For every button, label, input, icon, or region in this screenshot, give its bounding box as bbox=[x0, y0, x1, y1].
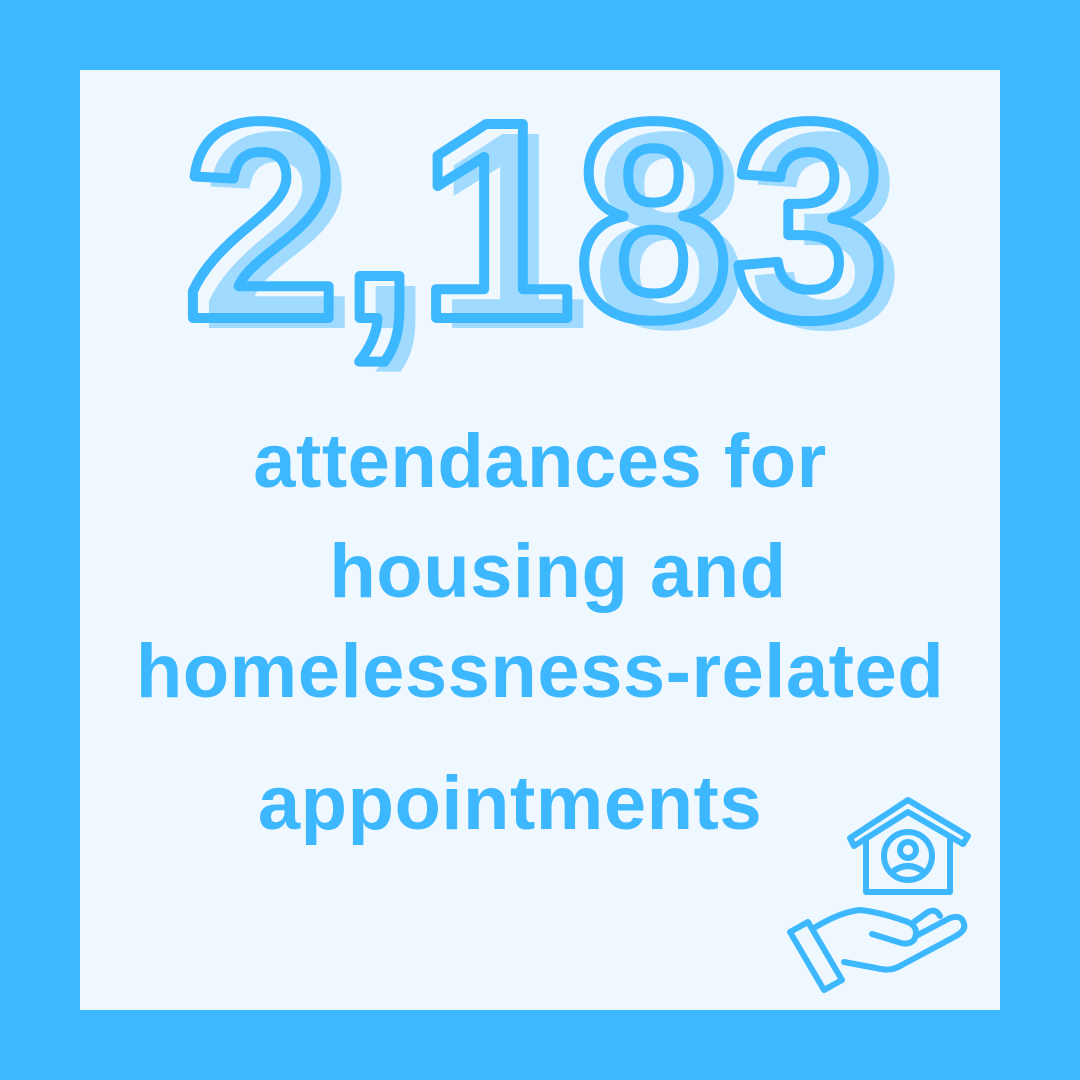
description-line-1: attendances for bbox=[253, 419, 827, 504]
headline-number: 2,183 2,183 bbox=[0, 58, 1080, 400]
description-line-4: appointments bbox=[257, 761, 763, 846]
headline-number-outline: 2,183 bbox=[183, 63, 889, 378]
headline-number-graphic: 2,183 2,183 bbox=[178, 58, 905, 388]
description-line-2: housing and bbox=[329, 529, 787, 614]
house-with-person-on-hand-icon bbox=[780, 790, 980, 1000]
description-line-3: homelessness-related bbox=[135, 629, 945, 714]
headline-number-shadow: 2,183 bbox=[199, 73, 905, 388]
content-panel bbox=[80, 70, 1000, 1010]
